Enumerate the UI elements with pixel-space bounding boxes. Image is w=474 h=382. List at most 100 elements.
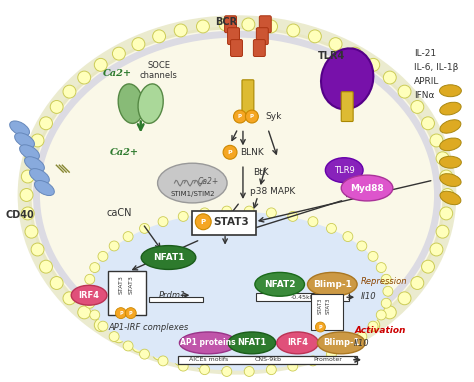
FancyBboxPatch shape <box>341 92 353 121</box>
Circle shape <box>25 225 38 238</box>
Circle shape <box>441 189 454 201</box>
Circle shape <box>242 18 255 31</box>
Circle shape <box>200 208 210 218</box>
Text: p38 MAPK: p38 MAPK <box>250 188 295 196</box>
Circle shape <box>440 170 453 183</box>
Circle shape <box>411 277 424 290</box>
Circle shape <box>222 206 232 216</box>
FancyBboxPatch shape <box>192 211 256 235</box>
Ellipse shape <box>35 181 55 196</box>
FancyBboxPatch shape <box>259 16 271 32</box>
Circle shape <box>266 208 276 218</box>
Text: AP1-IRF complexes: AP1-IRF complexes <box>109 322 189 332</box>
Circle shape <box>94 58 107 71</box>
Circle shape <box>234 110 246 123</box>
Ellipse shape <box>440 120 461 133</box>
Circle shape <box>244 366 254 376</box>
Ellipse shape <box>157 163 227 203</box>
Circle shape <box>383 306 396 319</box>
Circle shape <box>174 24 187 37</box>
Circle shape <box>90 262 100 272</box>
Circle shape <box>309 30 321 43</box>
Circle shape <box>98 321 108 331</box>
Circle shape <box>158 217 168 227</box>
Ellipse shape <box>138 84 163 123</box>
Text: BLNK: BLNK <box>240 148 264 157</box>
Circle shape <box>357 332 367 342</box>
Circle shape <box>200 365 210 375</box>
Text: Myd88: Myd88 <box>350 183 384 193</box>
Ellipse shape <box>71 285 107 305</box>
FancyBboxPatch shape <box>254 40 265 57</box>
Circle shape <box>39 117 53 130</box>
Circle shape <box>223 145 237 159</box>
Text: STAT3: STAT3 <box>213 217 249 227</box>
Circle shape <box>109 332 119 342</box>
Text: P: P <box>129 311 133 316</box>
Circle shape <box>264 357 277 370</box>
Circle shape <box>343 231 353 241</box>
Text: TLR9: TLR9 <box>334 166 355 175</box>
Circle shape <box>436 152 449 165</box>
Circle shape <box>20 189 33 201</box>
Circle shape <box>383 286 393 296</box>
Circle shape <box>376 310 386 320</box>
Circle shape <box>367 58 380 71</box>
Ellipse shape <box>440 102 461 115</box>
Ellipse shape <box>28 26 446 364</box>
FancyBboxPatch shape <box>242 80 254 113</box>
Ellipse shape <box>29 168 49 184</box>
Text: Ca2+: Ca2+ <box>110 148 139 157</box>
Circle shape <box>436 225 449 238</box>
Circle shape <box>83 286 93 296</box>
Circle shape <box>50 277 63 290</box>
Circle shape <box>63 292 76 305</box>
Text: IFNα: IFNα <box>414 91 434 100</box>
Circle shape <box>264 20 277 33</box>
Circle shape <box>50 100 63 113</box>
Circle shape <box>381 298 391 308</box>
Text: P: P <box>250 114 254 119</box>
Circle shape <box>123 231 133 241</box>
FancyBboxPatch shape <box>228 28 239 45</box>
Circle shape <box>125 308 136 319</box>
Text: Blimp-1: Blimp-1 <box>323 338 359 347</box>
Circle shape <box>197 20 210 33</box>
Text: NFAT2: NFAT2 <box>264 280 295 289</box>
Ellipse shape <box>15 133 35 148</box>
Circle shape <box>376 262 386 272</box>
Ellipse shape <box>228 332 276 354</box>
FancyBboxPatch shape <box>230 40 243 57</box>
Text: NFAT1: NFAT1 <box>237 338 266 347</box>
Circle shape <box>139 223 149 233</box>
Circle shape <box>115 308 126 319</box>
Circle shape <box>381 274 391 284</box>
Text: Il10: Il10 <box>354 339 370 348</box>
Circle shape <box>63 85 76 98</box>
Ellipse shape <box>89 212 387 371</box>
Circle shape <box>383 71 396 84</box>
Ellipse shape <box>440 174 461 186</box>
Circle shape <box>153 347 165 360</box>
Ellipse shape <box>141 246 196 269</box>
Bar <box>256 293 349 301</box>
Text: AICEs motifs: AICEs motifs <box>189 357 228 362</box>
Circle shape <box>398 85 411 98</box>
Text: NFAT1: NFAT1 <box>153 253 184 262</box>
Circle shape <box>25 152 38 165</box>
Text: IL-6, IL-1β: IL-6, IL-1β <box>414 63 458 72</box>
Circle shape <box>309 347 321 360</box>
Ellipse shape <box>325 158 363 183</box>
Ellipse shape <box>341 175 393 201</box>
Ellipse shape <box>440 191 461 205</box>
Circle shape <box>31 243 44 256</box>
Circle shape <box>327 349 337 359</box>
Circle shape <box>329 339 342 352</box>
Circle shape <box>90 310 100 320</box>
Circle shape <box>85 298 95 308</box>
Text: caCN: caCN <box>106 208 132 218</box>
Circle shape <box>78 71 91 84</box>
Bar <box>178 356 357 364</box>
Ellipse shape <box>19 145 39 160</box>
Circle shape <box>411 100 424 113</box>
